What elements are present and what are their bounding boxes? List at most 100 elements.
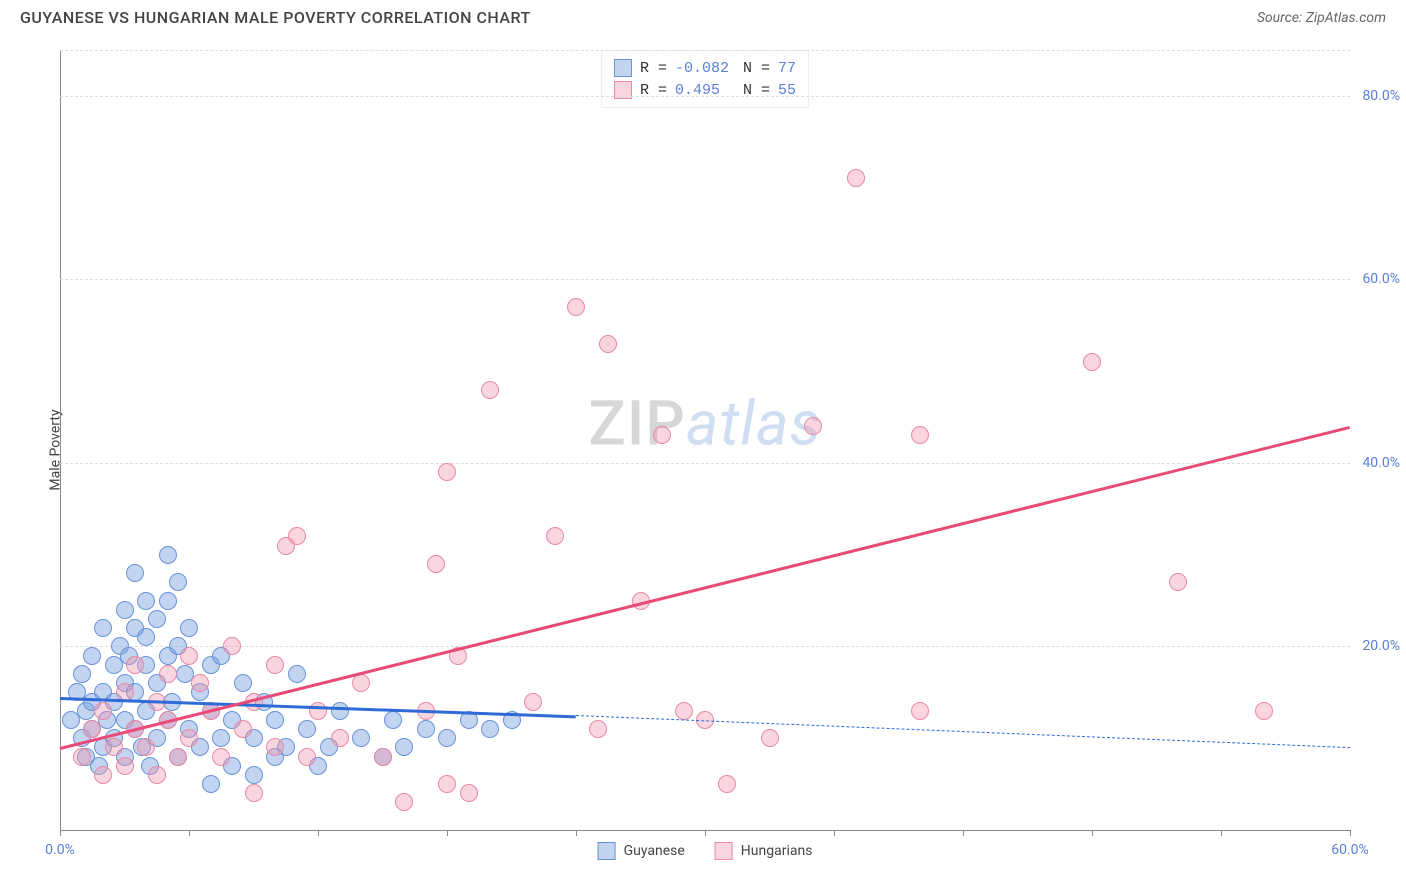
data-point	[148, 610, 166, 628]
gridline	[60, 279, 1350, 280]
data-point	[599, 335, 617, 353]
data-point	[374, 748, 392, 766]
data-point	[438, 463, 456, 481]
data-point	[309, 702, 327, 720]
n-value: 77	[778, 60, 796, 77]
data-point	[180, 729, 198, 747]
data-point	[395, 793, 413, 811]
watermark: ZIPatlas	[588, 388, 821, 461]
xtick	[1350, 830, 1351, 836]
data-point	[460, 784, 478, 802]
legend-series-label: Hungarians	[741, 843, 813, 859]
data-point	[94, 702, 112, 720]
xtick	[1092, 830, 1093, 836]
data-point	[1255, 702, 1273, 720]
series-legend: Guyanese Hungarians	[598, 842, 813, 860]
data-point	[384, 711, 402, 729]
gridline	[60, 463, 1350, 464]
data-point	[911, 702, 929, 720]
xtick	[318, 830, 319, 836]
trend-line	[60, 426, 1351, 750]
ytick-label: 40.0%	[1362, 455, 1400, 471]
data-point	[169, 748, 187, 766]
data-point	[395, 738, 413, 756]
data-point	[169, 573, 187, 591]
data-point	[245, 784, 263, 802]
data-point	[653, 426, 671, 444]
legend-series-item: Guyanese	[598, 842, 685, 860]
data-point	[266, 656, 284, 674]
data-point	[234, 674, 252, 692]
data-point	[245, 766, 263, 784]
data-point	[202, 775, 220, 793]
data-point	[73, 665, 91, 683]
data-point	[148, 766, 166, 784]
legend-stat-row: R =0.495N =55	[614, 79, 796, 101]
data-point	[1169, 573, 1187, 591]
data-point	[116, 601, 134, 619]
ytick-label: 20.0%	[1362, 638, 1400, 654]
data-point	[105, 738, 123, 756]
data-point	[675, 702, 693, 720]
data-point	[180, 647, 198, 665]
xtick	[1221, 830, 1222, 836]
plot-area: ZIPatlas R =-0.082N =77R =0.495N =55 Guy…	[60, 50, 1350, 830]
ytick-label: 60.0%	[1362, 271, 1400, 287]
data-point	[83, 720, 101, 738]
data-point	[847, 169, 865, 187]
gridline	[60, 646, 1350, 647]
data-point	[567, 298, 585, 316]
data-point	[438, 775, 456, 793]
data-point	[73, 748, 91, 766]
data-point	[288, 665, 306, 683]
data-point	[298, 748, 316, 766]
data-point	[137, 738, 155, 756]
data-point	[481, 720, 499, 738]
chart-container: Male Poverty ZIPatlas R =-0.082N =77R =0…	[20, 40, 1386, 860]
data-point	[352, 729, 370, 747]
trend-line	[576, 715, 1350, 748]
data-point	[331, 702, 349, 720]
data-point	[589, 720, 607, 738]
data-point	[94, 766, 112, 784]
data-point	[331, 729, 349, 747]
data-point	[137, 628, 155, 646]
data-point	[94, 619, 112, 637]
r-value: -0.082	[675, 60, 735, 77]
xtick	[60, 830, 61, 836]
r-label: R =	[640, 60, 667, 77]
xtick	[447, 830, 448, 836]
xtick	[705, 830, 706, 836]
data-point	[352, 674, 370, 692]
data-point	[212, 748, 230, 766]
data-point	[116, 757, 134, 775]
stats-legend: R =-0.082N =77R =0.495N =55	[601, 50, 809, 108]
data-point	[427, 555, 445, 573]
data-point	[524, 693, 542, 711]
data-point	[804, 417, 822, 435]
data-point	[1083, 353, 1101, 371]
legend-swatch	[598, 842, 616, 860]
gridline	[60, 96, 1350, 97]
data-point	[180, 619, 198, 637]
source-link[interactable]: Source: ZipAtlas.com	[1257, 10, 1386, 26]
data-point	[159, 546, 177, 564]
data-point	[126, 656, 144, 674]
data-point	[417, 720, 435, 738]
xtick-label: 60.0%	[1331, 842, 1369, 858]
data-point	[481, 381, 499, 399]
data-point	[159, 592, 177, 610]
data-point	[159, 665, 177, 683]
data-point	[223, 637, 241, 655]
data-point	[298, 720, 316, 738]
legend-swatch	[614, 59, 632, 77]
gridline	[60, 50, 1350, 51]
legend-swatch	[715, 842, 733, 860]
xtick	[834, 830, 835, 836]
ytick-label: 80.0%	[1362, 88, 1400, 104]
xtick	[189, 830, 190, 836]
legend-series-item: Hungarians	[715, 842, 813, 860]
xtick	[963, 830, 964, 836]
legend-series-label: Guyanese	[624, 843, 685, 859]
data-point	[212, 729, 230, 747]
